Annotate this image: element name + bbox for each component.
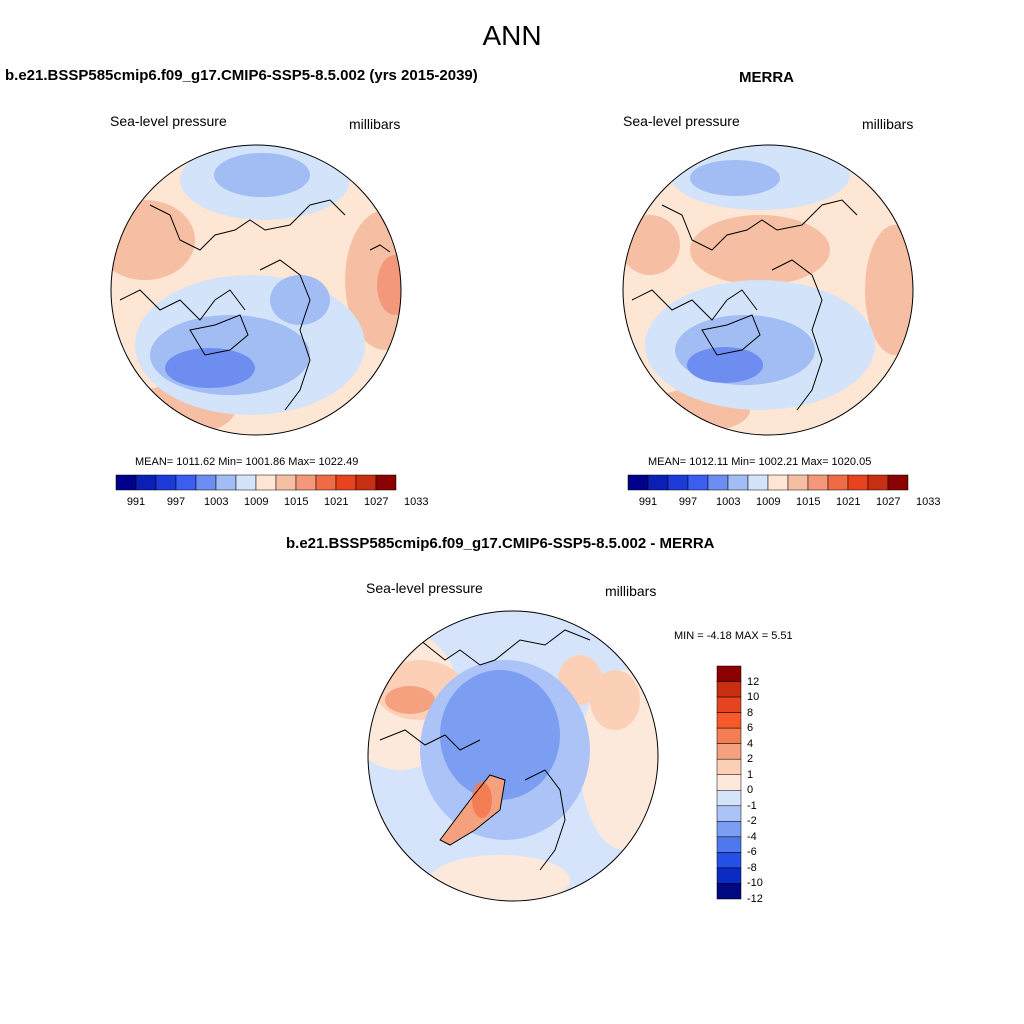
colorbar-swatch xyxy=(355,474,377,491)
colorbar-swatch xyxy=(787,474,809,491)
colorbar-tick-label: 1003 xyxy=(716,496,741,508)
colorbar-swatch xyxy=(716,821,742,838)
colorbar-swatch xyxy=(215,474,237,491)
colorbar-swatch xyxy=(716,774,742,791)
colorbar-tick-label: 997 xyxy=(166,496,186,508)
colorbar-swatch xyxy=(175,474,197,491)
colorbar-tick-label: 1033 xyxy=(916,496,941,508)
colorbar-tick-label: -8 xyxy=(747,861,757,874)
colorbar-tick-label: 1003 xyxy=(204,496,229,508)
obs-variable-label: Sea-level pressure xyxy=(623,113,740,129)
colorbar-swatch xyxy=(716,696,742,713)
model-variable-label: Sea-level pressure xyxy=(110,113,227,129)
colorbar-tick-label: 1027 xyxy=(364,496,389,508)
colorbar-tick-label: 10 xyxy=(747,691,760,704)
colorbar-swatch xyxy=(716,883,742,900)
model-units-label: millibars xyxy=(349,116,401,132)
colorbar-swatch xyxy=(716,727,742,744)
colorbar-tick-label: 1015 xyxy=(796,496,821,508)
colorbar-tick-label: 4 xyxy=(747,737,754,750)
colorbar-swatch xyxy=(827,474,849,491)
diff-variable-label: Sea-level pressure xyxy=(366,580,483,596)
colorbar-swatch xyxy=(647,474,669,491)
colorbar-swatch xyxy=(716,758,742,775)
colorbar-tick-label: 2 xyxy=(747,753,754,766)
colorbar-swatch xyxy=(667,474,689,491)
colorbar-swatch xyxy=(847,474,869,491)
colorbar-swatch xyxy=(716,665,742,682)
colorbar-swatch xyxy=(627,474,649,491)
colorbar-swatch xyxy=(867,474,889,491)
figure-title: ANN xyxy=(482,20,542,51)
colorbar-tick-label: 1027 xyxy=(876,496,901,508)
colorbar-swatch xyxy=(135,474,157,491)
colorbar-swatch xyxy=(887,474,909,491)
colorbar-tick-label: 12 xyxy=(747,675,760,688)
diff-colorbar xyxy=(716,665,742,900)
colorbar-swatch xyxy=(687,474,709,491)
colorbar-swatch xyxy=(716,712,742,729)
diff-panel-title: b.e21.BSSP585cmip6.f09_g17.CMIP6-SSP5-8.… xyxy=(286,535,715,552)
colorbar-swatch xyxy=(716,852,742,869)
obs-units-label: millibars xyxy=(862,116,914,132)
colorbar-swatch xyxy=(716,743,742,760)
colorbar-tick-label: 1033 xyxy=(404,496,429,508)
obs-stats: MEAN= 1012.11 Min= 1002.21 Max= 1020.05 xyxy=(648,456,872,468)
colorbar-swatch xyxy=(115,474,137,491)
colorbar-swatch xyxy=(315,474,337,491)
diff-units-label: millibars xyxy=(605,583,657,599)
colorbar-swatch xyxy=(375,474,397,491)
colorbar-swatch xyxy=(767,474,789,491)
colorbar-swatch xyxy=(716,867,742,884)
colorbar-swatch xyxy=(155,474,177,491)
colorbar-swatch xyxy=(195,474,217,491)
colorbar-tick-label: 1 xyxy=(747,768,754,781)
diff-stats: MIN = -4.18 MAX = 5.51 xyxy=(674,630,793,642)
diff-polar-map xyxy=(367,610,659,902)
colorbar-tick-label: 1021 xyxy=(836,496,861,508)
colorbar-tick-label: -4 xyxy=(747,830,757,843)
colorbar-swatch xyxy=(716,805,742,822)
obs-polar-map xyxy=(622,144,914,436)
colorbar-swatch xyxy=(255,474,277,491)
colorbar-tick-label: -10 xyxy=(747,877,763,890)
model-polar-map xyxy=(110,144,402,436)
colorbar-swatch xyxy=(727,474,749,491)
colorbar-tick-label: 991 xyxy=(638,496,658,508)
colorbar-swatch xyxy=(295,474,317,491)
colorbar-tick-label: 6 xyxy=(747,722,754,735)
colorbar-tick-label: 1009 xyxy=(756,496,781,508)
colorbar-swatch xyxy=(275,474,297,491)
model-panel-title: b.e21.BSSP585cmip6.f09_g17.CMIP6-SSP5-8.… xyxy=(5,67,478,84)
obs-panel-title: MERRA xyxy=(739,69,794,86)
colorbar-tick-label: 8 xyxy=(747,706,754,719)
colorbar-tick-label: 991 xyxy=(126,496,146,508)
colorbar-tick-label: 1009 xyxy=(244,496,269,508)
colorbar-tick-label: -2 xyxy=(747,815,757,828)
colorbar-swatch xyxy=(335,474,357,491)
colorbar-swatch xyxy=(235,474,257,491)
colorbar-swatch xyxy=(716,790,742,807)
colorbar-swatch xyxy=(707,474,729,491)
model-colorbar xyxy=(115,474,397,491)
colorbar-swatch xyxy=(716,681,742,698)
colorbar-tick-label: -6 xyxy=(747,846,757,859)
colorbar-tick-label: 1015 xyxy=(284,496,309,508)
colorbar-tick-label: -12 xyxy=(747,893,763,905)
colorbar-tick-label: -1 xyxy=(747,799,757,812)
model-stats: MEAN= 1011.62 Min= 1001.86 Max= 1022.49 xyxy=(135,456,359,468)
colorbar-swatch xyxy=(716,836,742,853)
colorbar-swatch xyxy=(807,474,829,491)
colorbar-tick-label: 0 xyxy=(747,784,754,797)
colorbar-tick-label: 997 xyxy=(678,496,698,508)
colorbar-swatch xyxy=(747,474,769,491)
colorbar-tick-label: 1021 xyxy=(324,496,349,508)
obs-colorbar xyxy=(627,474,909,491)
